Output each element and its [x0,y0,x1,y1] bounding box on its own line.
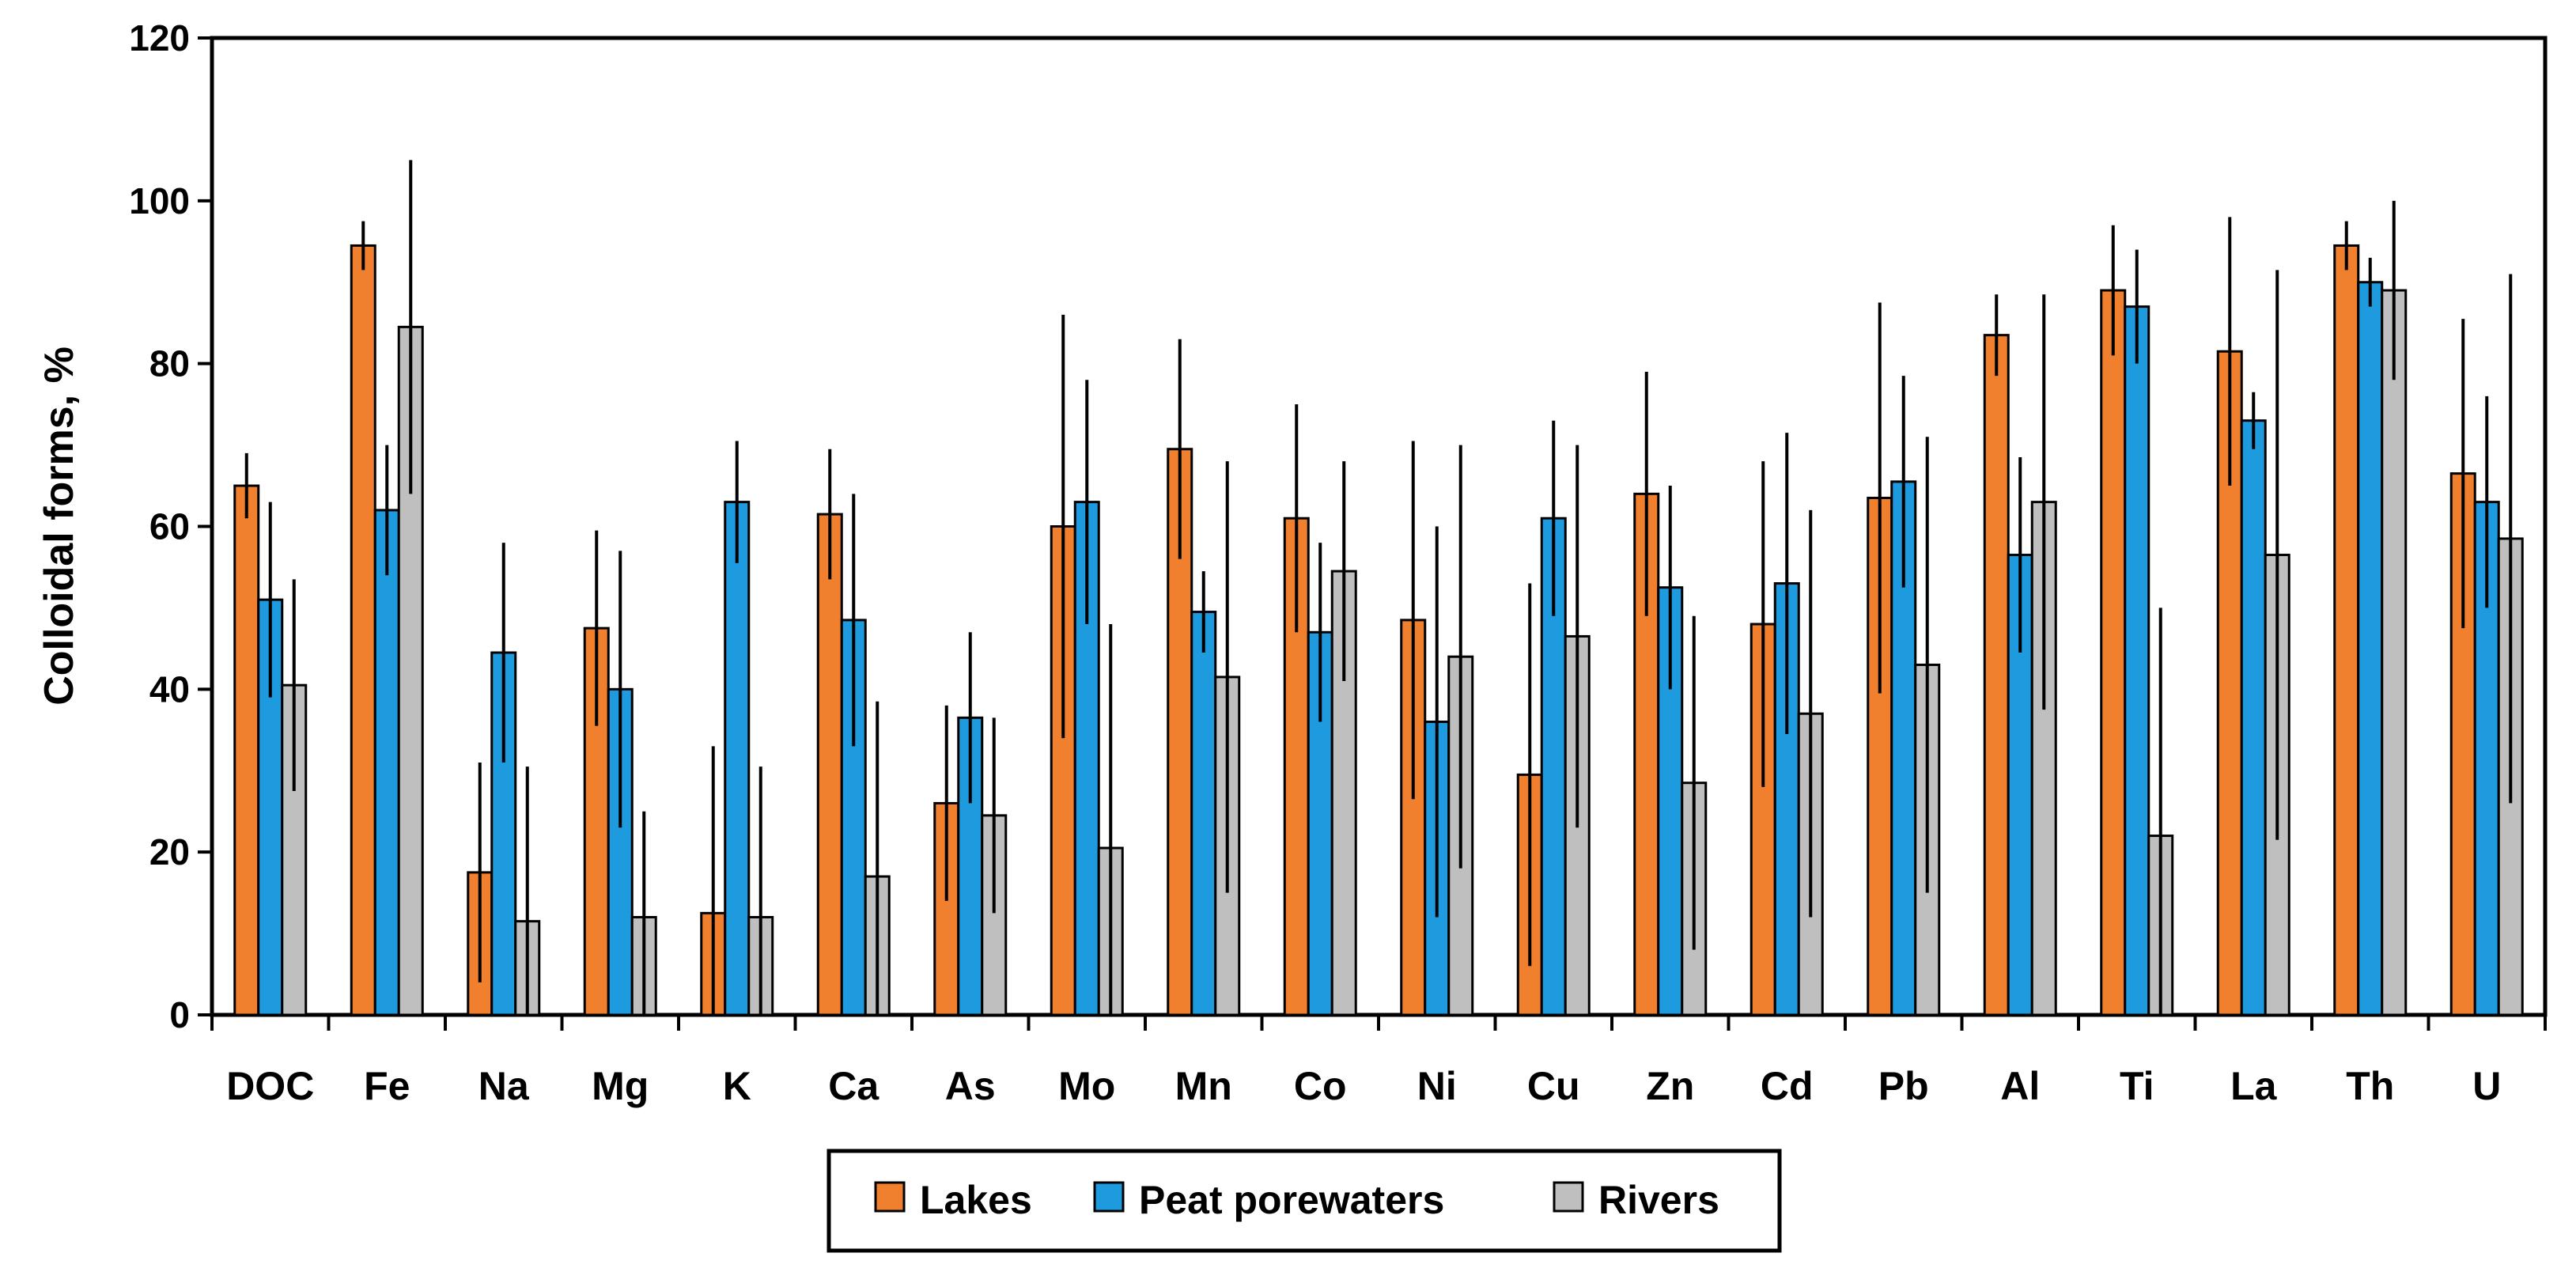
legend-swatch-lakes [874,1181,906,1213]
bar-rivers-zn [1681,782,1708,1016]
y-tick-label: 100 [129,180,190,221]
x-tick-label-zn: Zn [1646,1064,1694,1108]
bar-peat-porewaters-k [724,501,751,1016]
x-tick-label-ti: Ti [2120,1064,2154,1108]
y-tick-label: 20 [149,831,190,872]
x-tick-label-co: Co [1294,1064,1347,1108]
x-tick-label-mo: Mo [1058,1064,1115,1108]
x-tick-label-cu: Cu [1527,1064,1580,1108]
plot-area [210,36,2548,1017]
y-axis-title: Colloidal forms, % [36,346,82,706]
bar-lakes-ca [816,513,843,1016]
x-tick-label-k: K [723,1064,751,1108]
y-axis: 0 20 40 60 80 100 120 [129,17,212,1035]
y-tick-label: 80 [149,343,190,384]
y-tick-label: 120 [129,17,190,59]
bar-rivers-th [2381,289,2408,1016]
legend-swatch-peat-porewaters [1093,1181,1125,1213]
x-tick-label-ni: Ni [1417,1064,1457,1108]
x-tick-label-mg: Mg [592,1064,649,1108]
y-tick-label: 0 [169,994,190,1035]
bar-peat-porewaters-la [2240,419,2267,1016]
bar-rivers-as [981,814,1008,1016]
x-tick-label-pb: Pb [1878,1064,1929,1108]
x-tick-label-cd: Cd [1761,1064,1814,1108]
bar-lakes-ti [2100,289,2127,1016]
legend: Lakes Peat porewaters Rivers [827,1149,1782,1253]
bar-lakes-mn [1167,448,1193,1016]
legend-box [827,1149,1782,1253]
x-tick-label-u: U [2472,1064,2501,1108]
bar-peat-porewaters-ti [2124,305,2150,1016]
bar-peat-porewaters-th [2357,281,2384,1016]
x-tick-label-na: Na [479,1064,530,1108]
y-tick-label: 60 [149,506,190,547]
x-tick-label-doc: DOC [226,1064,314,1108]
bar-lakes-al [1983,334,2010,1016]
legend-swatch-rivers [1553,1181,1584,1213]
x-tick-label-th: Th [2346,1064,2394,1108]
legend-label-rivers: Rivers [1598,1178,1719,1222]
x-tick-label-as: As [945,1064,996,1108]
legend-label-peat-porewaters: Peat porewaters [1139,1178,1444,1222]
x-axis: DOC Fe Na Mg K Ca As Mo Mn Co Ni Cu Zn Cd Pb Al Ti La Th U [210,1015,2547,1108]
x-tick-label-mn: Mn [1175,1064,1232,1108]
bar-lakes-zn [1633,492,1660,1016]
bar-lakes-doc [233,484,260,1016]
x-tick-label-ca: Ca [828,1064,879,1108]
bar-lakes-th [2333,244,2360,1016]
error-bars-layer [244,160,2513,1015]
x-tick-label-la: La [2230,1064,2278,1108]
x-tick-label-fe: Fe [364,1064,410,1108]
bar-peat-porewaters-fe [373,509,400,1016]
x-tick-label-al: Al [2000,1064,2040,1108]
legend-label-lakes: Lakes [920,1178,1032,1222]
bar-lakes-fe [350,244,376,1016]
y-tick-label: 40 [149,668,190,710]
bar-peat-porewaters-mn [1190,611,1217,1016]
